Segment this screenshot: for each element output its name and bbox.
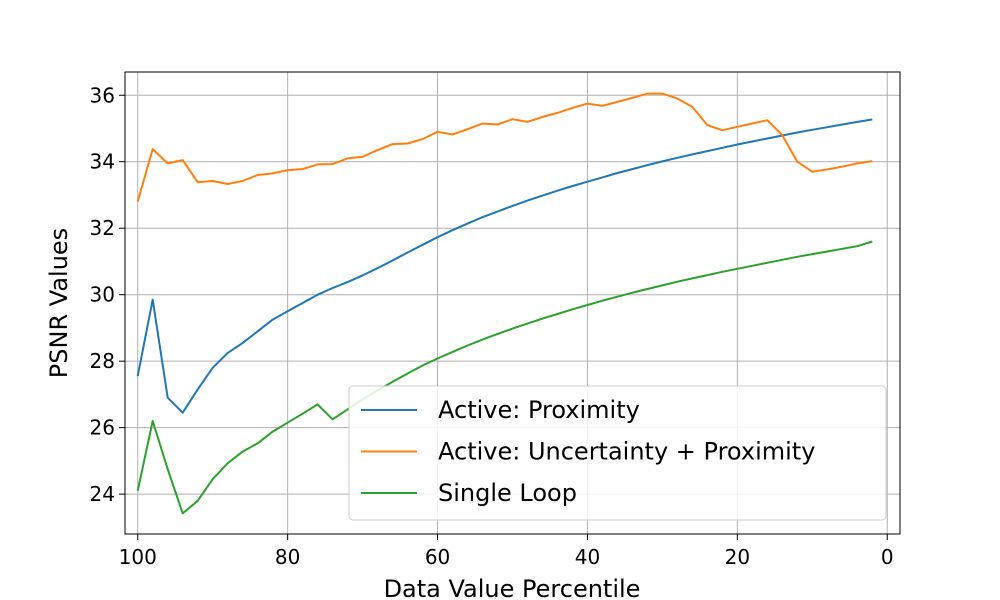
x-axis-label: Data Value Percentile bbox=[384, 575, 641, 600]
x-tick-label: 100 bbox=[119, 545, 157, 569]
x-tick-label: 20 bbox=[725, 545, 750, 569]
series-line-active-uncertainty-proximity bbox=[136, 92, 873, 202]
y-axis-label: PSNR Values bbox=[45, 228, 73, 378]
y-tick-label: 24 bbox=[90, 482, 115, 506]
axis-ticks: 100 80 60 40 20 0 24 26 28 30 32 34 36 bbox=[90, 83, 894, 569]
legend-label: Single Loop bbox=[438, 479, 577, 507]
y-tick-label: 34 bbox=[90, 150, 115, 174]
y-tick-label: 32 bbox=[90, 216, 115, 240]
legend: Active: Proximity Active: Uncertainty + P… bbox=[348, 385, 887, 521]
series-lines bbox=[136, 92, 873, 515]
y-tick-label: 26 bbox=[90, 416, 115, 440]
y-tick-label: 30 bbox=[90, 283, 115, 307]
series-line-active-proximity bbox=[136, 118, 873, 414]
x-tick-label: 0 bbox=[881, 545, 894, 569]
legend-label: Active: Proximity bbox=[438, 396, 640, 424]
x-tick-label: 40 bbox=[575, 545, 600, 569]
x-tick-label: 80 bbox=[275, 545, 300, 569]
y-tick-label: 36 bbox=[90, 83, 115, 107]
series-line-single-loop bbox=[136, 240, 873, 515]
x-tick-label: 60 bbox=[425, 545, 450, 569]
legend-label: Active: Uncertainty + Proximity bbox=[438, 438, 815, 466]
plot-frame bbox=[124, 71, 901, 535]
y-tick-label: 28 bbox=[90, 349, 115, 373]
legend-box bbox=[348, 385, 887, 521]
